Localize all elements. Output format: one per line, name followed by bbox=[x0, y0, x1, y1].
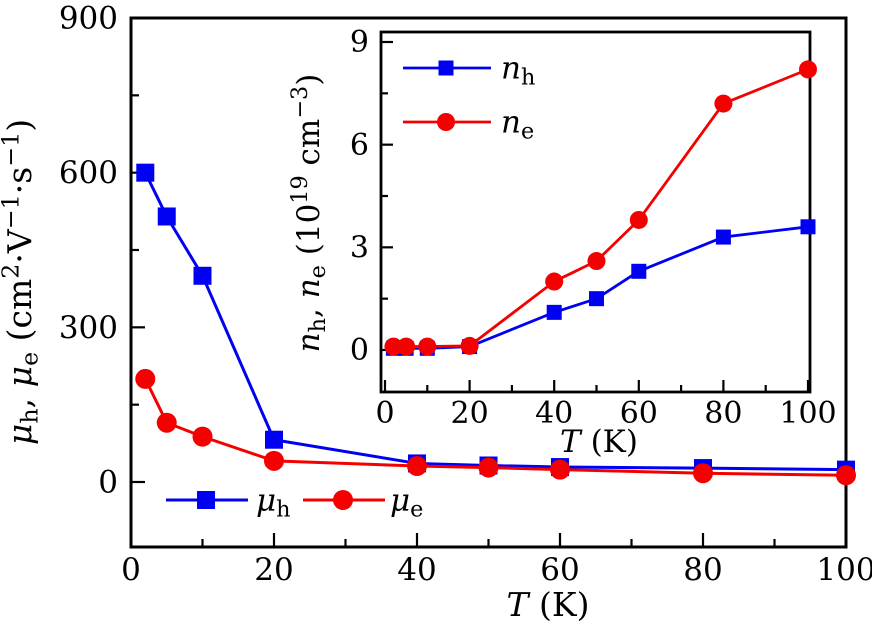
main-legend: μh μe bbox=[166, 483, 423, 523]
data-point-n-e bbox=[460, 336, 479, 355]
data-point-mu-e bbox=[407, 456, 427, 477]
y-tick-label: 0 bbox=[350, 333, 369, 368]
data-point-mu-e bbox=[156, 412, 177, 433]
inset-legend: nh ne bbox=[403, 51, 535, 145]
data-point-mu-h bbox=[136, 163, 155, 182]
legend-item-n-e: ne bbox=[403, 105, 534, 145]
data-point-n-e bbox=[418, 337, 437, 356]
data-point-mu-e bbox=[192, 426, 213, 447]
data-point-mu-e bbox=[836, 465, 856, 486]
x-axis-label: T (K) bbox=[507, 585, 590, 624]
data-point-n-e bbox=[714, 94, 733, 113]
y-tick-label: 600 bbox=[59, 155, 118, 191]
y-axis-label: nh, ne (1019 cm−3) bbox=[287, 74, 331, 353]
main-ticks bbox=[129, 16, 848, 547]
x-tick-label: 60 bbox=[540, 552, 579, 588]
x-tick-label: 100 bbox=[779, 396, 836, 431]
data-point-mu-h bbox=[157, 207, 176, 226]
legend-marker-square bbox=[438, 60, 454, 76]
data-point-mu-e bbox=[550, 459, 570, 480]
inset-ticks bbox=[381, 40, 810, 392]
legend-marker-circle bbox=[333, 490, 353, 510]
y-tick-label: 900 bbox=[59, 1, 118, 37]
data-point-mu-e bbox=[135, 368, 156, 389]
y-tick-label: 3 bbox=[350, 231, 369, 266]
x-tick-label: 80 bbox=[683, 552, 722, 588]
y-tick-label: 0 bbox=[98, 465, 118, 501]
data-point-n-e bbox=[384, 337, 403, 356]
x-tick-label: 20 bbox=[254, 552, 293, 588]
data-point-n-e bbox=[799, 60, 817, 79]
legend-label: ne bbox=[501, 105, 534, 145]
legend-marker-square bbox=[197, 491, 215, 509]
x-tick-label: 0 bbox=[375, 396, 394, 431]
data-point-mu-h bbox=[265, 430, 283, 449]
data-point-n-h bbox=[589, 291, 604, 307]
legend-label: μh bbox=[256, 483, 291, 523]
x-tick-label: 80 bbox=[704, 396, 742, 431]
series-mu-e bbox=[135, 368, 856, 486]
inset-background bbox=[381, 32, 810, 392]
x-tick-label: 40 bbox=[397, 552, 436, 588]
inset-plot: 0 20 40 60 80 100 0 3 6 9 T (K) nh, ne (1019 cm−3) n… bbox=[287, 25, 836, 460]
data-point-n-e bbox=[397, 337, 416, 356]
y-axis-label: μh, μe (cm2·V−1·s−1) bbox=[0, 119, 44, 445]
data-point-n-e bbox=[587, 252, 606, 271]
x-tick-label: 20 bbox=[451, 396, 489, 431]
data-point-n-h bbox=[800, 219, 816, 235]
data-point-n-e bbox=[629, 210, 648, 229]
y-tick-label: 6 bbox=[350, 128, 369, 163]
data-point-n-h bbox=[715, 229, 731, 245]
series-n-e bbox=[384, 60, 817, 356]
legend-marker-circle bbox=[437, 113, 455, 131]
x-tick-label: 40 bbox=[535, 396, 573, 431]
legend-label: μe bbox=[390, 483, 423, 523]
x-tick-label: 100 bbox=[816, 552, 872, 588]
x-tick-label: 0 bbox=[121, 552, 141, 588]
data-point-mu-e bbox=[478, 457, 499, 478]
x-tick-label: 60 bbox=[620, 396, 658, 431]
data-point-n-h bbox=[546, 304, 562, 320]
legend-label: nh bbox=[501, 51, 535, 91]
legend-item-mu-h: μh bbox=[166, 483, 291, 523]
legend-item-mu-e: μe bbox=[303, 483, 423, 523]
data-point-mu-e bbox=[693, 463, 713, 484]
data-point-mu-e bbox=[264, 450, 284, 471]
legend-item-n-h: nh bbox=[403, 51, 535, 91]
x-axis-label: T (K) bbox=[560, 424, 638, 460]
y-tick-label: 9 bbox=[350, 25, 369, 60]
data-point-mu-h bbox=[193, 266, 212, 285]
y-tick-label: 300 bbox=[59, 310, 118, 346]
data-point-n-h bbox=[631, 263, 647, 279]
data-point-n-e bbox=[545, 272, 564, 291]
